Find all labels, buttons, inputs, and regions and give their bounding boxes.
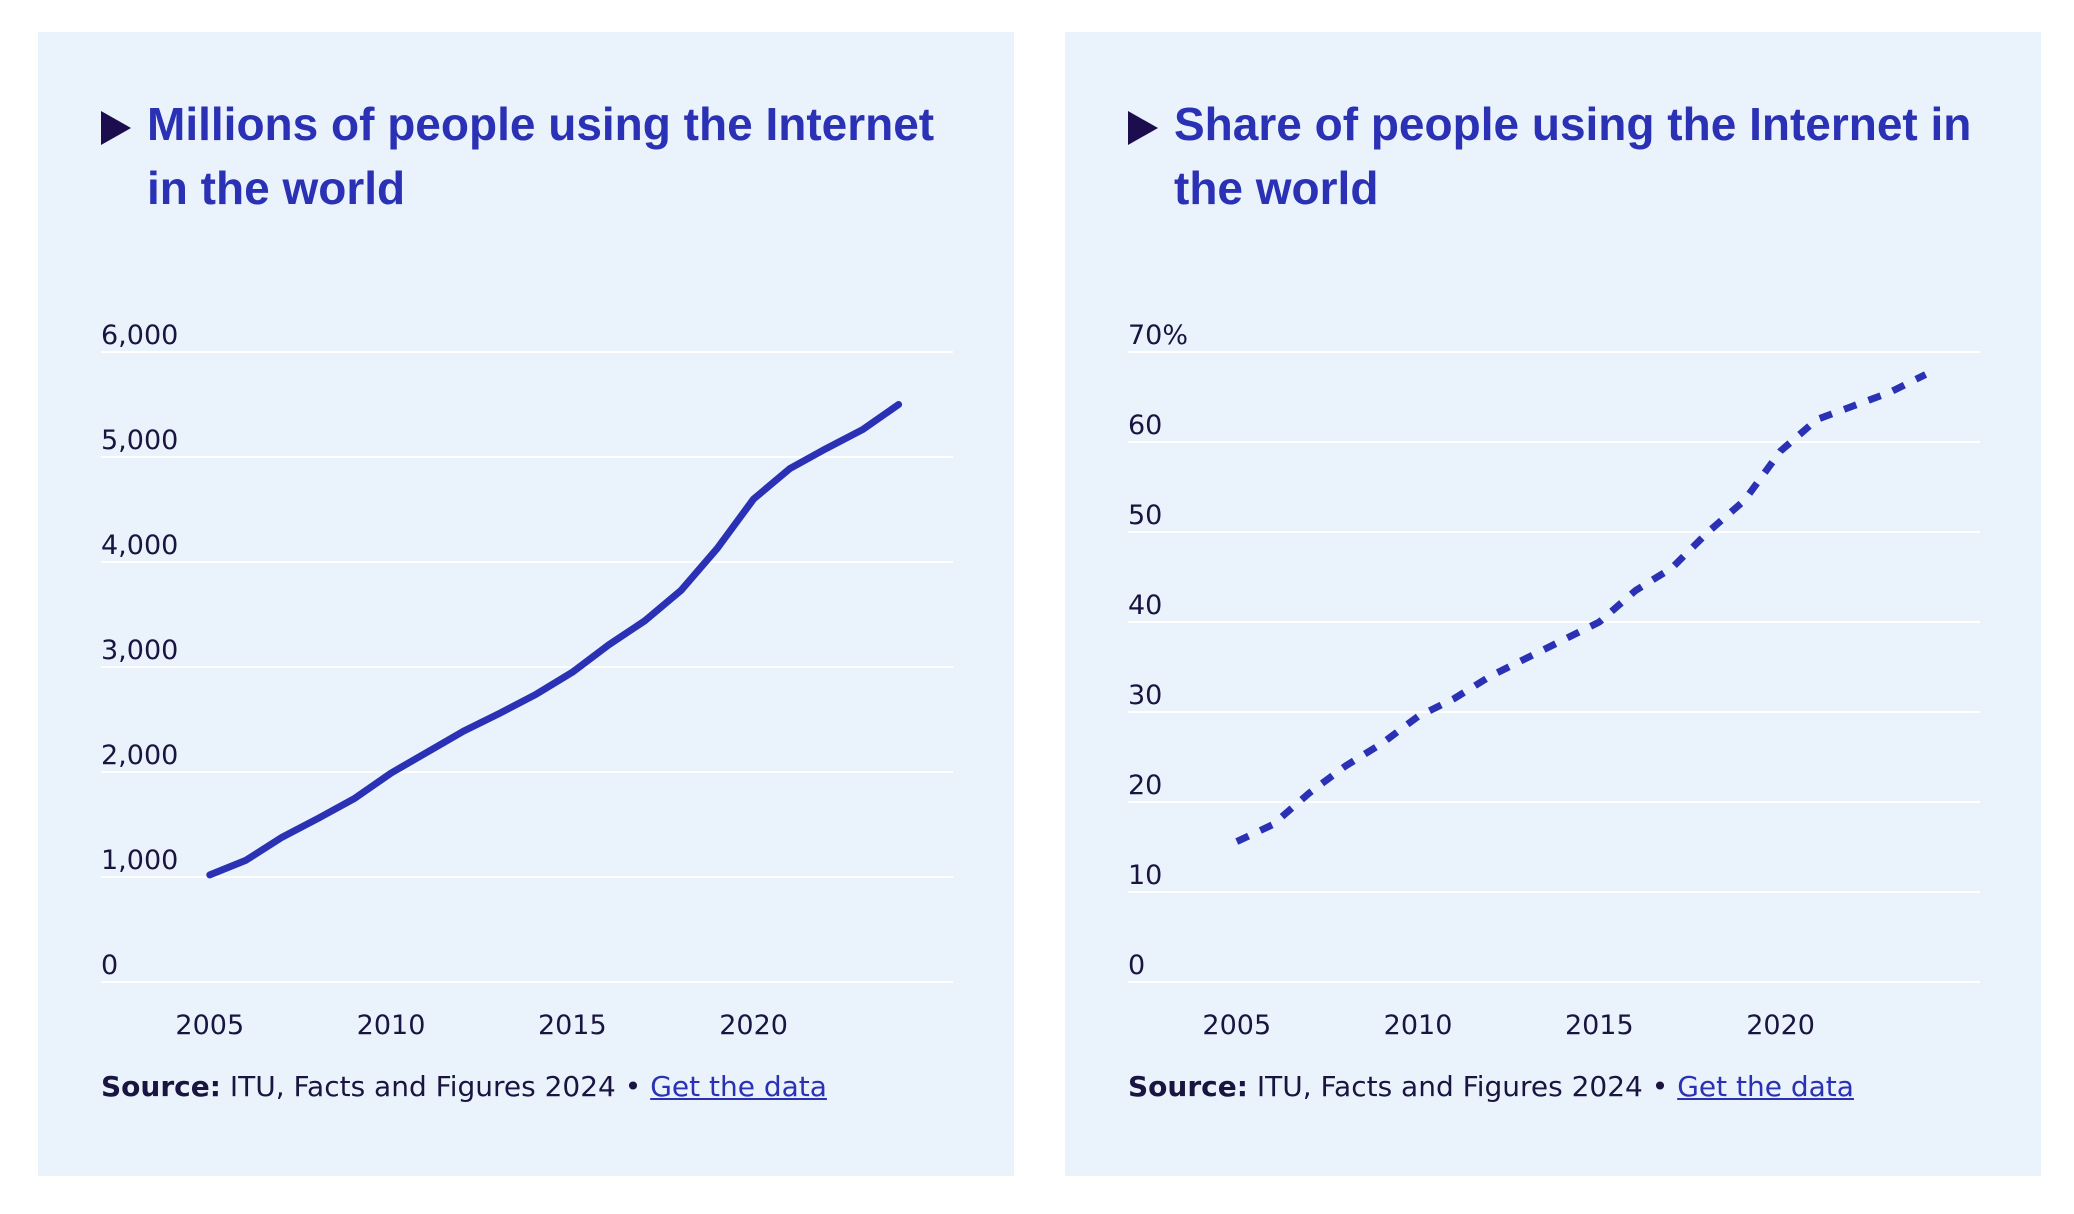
x-tick-label: 2020 (1746, 1010, 1815, 1041)
y-tick-label: 0 (1128, 950, 1145, 981)
y-tick-label: 60 (1128, 410, 1162, 441)
x-tick-label: 2020 (719, 1010, 788, 1041)
data-point (1379, 741, 1385, 747)
data-point (642, 618, 648, 624)
y-tick-label: 4,000 (101, 530, 178, 561)
data-point (1524, 655, 1530, 661)
data-point (896, 402, 902, 408)
data-point (859, 427, 865, 433)
data-point (751, 496, 757, 502)
y-tick-label: 20 (1128, 770, 1162, 801)
data-point (606, 642, 612, 648)
source-text: ITU, Facts and Figures 2024 • (1256, 1070, 1669, 1103)
data-point (1923, 372, 1929, 378)
data-point (1886, 390, 1892, 396)
data-point (533, 691, 539, 697)
line-chart-internet-users: 0 1,000 2,000 3,000 4,000 5,000 6,000 2005 2010 2… (101, 320, 953, 1041)
triangle-bullet-icon (1128, 111, 1158, 145)
source-text: ITU, Facts and Figures 2024 • (229, 1070, 642, 1103)
data-point (787, 466, 793, 472)
data-point (1633, 588, 1639, 594)
data-point (316, 815, 322, 821)
x-tick-label: 2005 (175, 1010, 244, 1041)
y-tick-label: 10 (1128, 860, 1162, 891)
source-label: Source: (101, 1070, 221, 1103)
y-tick-label: 50 (1128, 500, 1162, 531)
chart-title: Millions of people using the Internet in… (101, 92, 971, 220)
data-point (279, 834, 285, 840)
y-tick-label: 30 (1128, 680, 1162, 711)
data-point (352, 795, 358, 801)
x-tick-label: 2005 (1202, 1010, 1271, 1041)
data-point (1705, 529, 1711, 535)
source-note: Source: ITU, Facts and Figures 2024 • Ge… (101, 1070, 827, 1103)
y-tick-label: 1,000 (101, 845, 178, 876)
data-point (207, 872, 213, 878)
data-point (1669, 565, 1675, 571)
data-point (243, 857, 249, 863)
line-chart-internet-share: 0 10 20 30 40 50 60 70% 2005 2010 2015 2020 (1128, 320, 1980, 1041)
data-point (678, 587, 684, 593)
chart-title-text: Share of people using the Internet in th… (1174, 98, 1972, 214)
series-line (206, 401, 903, 879)
data-point (1343, 763, 1349, 769)
data-point (1560, 637, 1566, 643)
source-label: Source: (1128, 1070, 1248, 1103)
get-data-link[interactable]: Get the data (650, 1070, 827, 1103)
x-tick-label: 2010 (357, 1010, 426, 1041)
source-note: Source: ITU, Facts and Figures 2024 • Ge… (1128, 1070, 1854, 1103)
data-point (714, 545, 720, 551)
chart-panel-internet-share: Share of people using the Internet in th… (1065, 32, 2041, 1176)
x-tick-label: 2015 (1565, 1010, 1634, 1041)
data-point (1415, 714, 1421, 720)
data-point (1270, 822, 1276, 828)
y-tick-label: 40 (1128, 590, 1162, 621)
get-data-link[interactable]: Get the data (1677, 1070, 1854, 1103)
data-point (1741, 498, 1747, 504)
data-point (424, 749, 430, 755)
x-tick-label: 2010 (1384, 1010, 1453, 1041)
data-point (461, 728, 467, 734)
y-tick-label: 2,000 (101, 740, 178, 771)
chart-title-text: Millions of people using the Internet in… (147, 98, 935, 214)
y-tick-label: 6,000 (101, 320, 178, 351)
data-point (1306, 790, 1312, 796)
data-point (1778, 448, 1784, 454)
data-point (1814, 417, 1820, 423)
data-point (1488, 673, 1494, 679)
y-tick-label: 70% (1128, 320, 1188, 351)
series-line (1235, 371, 1928, 845)
data-point (497, 710, 503, 716)
chart-title: Share of people using the Internet in th… (1128, 92, 1998, 220)
data-point (1850, 403, 1856, 409)
data-point (1451, 696, 1457, 702)
y-tick-label: 3,000 (101, 635, 178, 666)
y-tick-label: 5,000 (101, 425, 178, 456)
x-tick-label: 2015 (538, 1010, 607, 1041)
chart-panel-internet-users: Millions of people using the Internet in… (38, 32, 1014, 1176)
data-point (388, 770, 394, 776)
data-point (823, 446, 829, 452)
data-point (569, 669, 575, 675)
y-tick-label: 0 (101, 950, 118, 981)
triangle-bullet-icon (101, 111, 131, 145)
data-point (1234, 839, 1240, 845)
data-point (1596, 619, 1602, 625)
